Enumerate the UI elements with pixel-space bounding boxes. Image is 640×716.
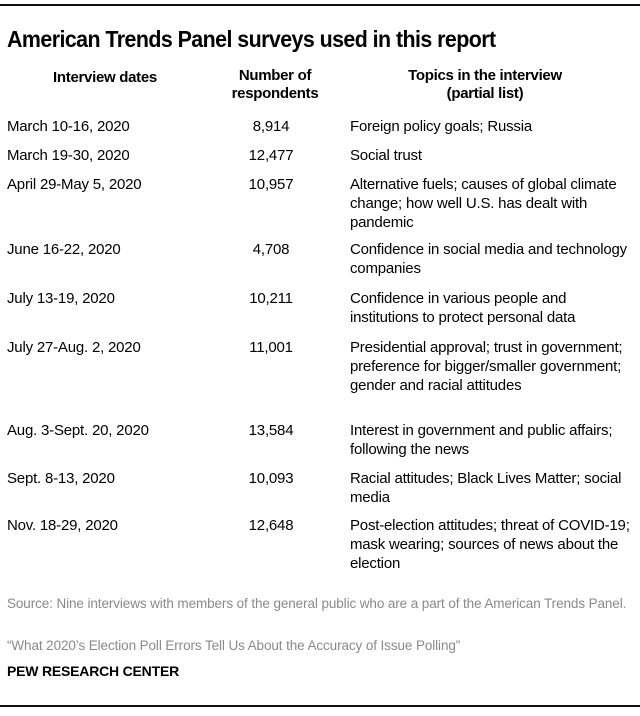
top-rule: [0, 4, 640, 6]
cell-topics: Post-election attitudes; threat of COVID…: [350, 517, 630, 572]
cell-dates: July 13-19, 2020: [7, 290, 115, 307]
source-note: Source: Nine interviews with members of …: [7, 596, 627, 611]
cell-topics: Confidence in various people and institu…: [350, 290, 576, 326]
cell-topics: Social trust: [350, 147, 422, 164]
cell-topics: Interest in government and public affair…: [350, 422, 613, 458]
cell-respondents: 13,584: [248, 422, 294, 439]
header-respondents-line2: respondents: [231, 85, 319, 102]
cell-dates: March 19-30, 2020: [7, 147, 130, 164]
cell-topics: Alternative fuels; causes of global clim…: [350, 176, 617, 231]
cell-dates: Nov. 18-29, 2020: [7, 517, 118, 534]
cell-respondents: 12,648: [248, 517, 294, 534]
cell-dates: Aug. 3-Sept. 20, 2020: [7, 422, 149, 439]
cell-respondents: 4,708: [252, 241, 290, 258]
cell-dates: March 10-16, 2020: [7, 118, 130, 135]
cell-respondents: 10,211: [249, 290, 293, 307]
cell-dates: April 29-May 5, 2020: [7, 176, 142, 193]
header-respondents: Number of respondents: [215, 67, 335, 103]
header-topics-line1: Topics in the interview: [408, 67, 562, 84]
header-interview-dates: Interview dates: [20, 67, 190, 87]
header-topics: Topics in the interview (partial list): [340, 67, 630, 103]
cell-dates: July 27-Aug. 2, 2020: [7, 339, 141, 356]
header-respondents-line1: Number of: [238, 67, 312, 84]
cell-topics: Confidence in social media and technolog…: [350, 241, 627, 277]
cell-respondents: 10,957: [248, 176, 294, 193]
cell-topics: Presidential approval; trust in governme…: [350, 339, 623, 394]
page-title: American Trends Panel surveys used in th…: [7, 26, 496, 52]
bottom-rule: [0, 705, 640, 707]
cell-dates: Sept. 8-13, 2020: [7, 470, 115, 487]
cell-respondents: 10,093: [248, 470, 294, 487]
cell-topics: Racial attitudes; Black Lives Matter; so…: [350, 470, 622, 506]
header-dates-label: Interview dates: [53, 69, 157, 86]
cell-respondents: 12,477: [248, 147, 294, 164]
cell-respondents: 8,914: [252, 118, 290, 135]
report-citation: “What 2020’s Election Poll Errors Tell U…: [7, 638, 461, 653]
cell-respondents: 11,001: [249, 339, 293, 356]
cell-dates: June 16-22, 2020: [7, 241, 121, 258]
header-topics-line2: (partial list): [446, 85, 524, 102]
cell-topics: Foreign policy goals; Russia: [350, 118, 532, 135]
brand-label: PEW RESEARCH CENTER: [7, 663, 179, 679]
